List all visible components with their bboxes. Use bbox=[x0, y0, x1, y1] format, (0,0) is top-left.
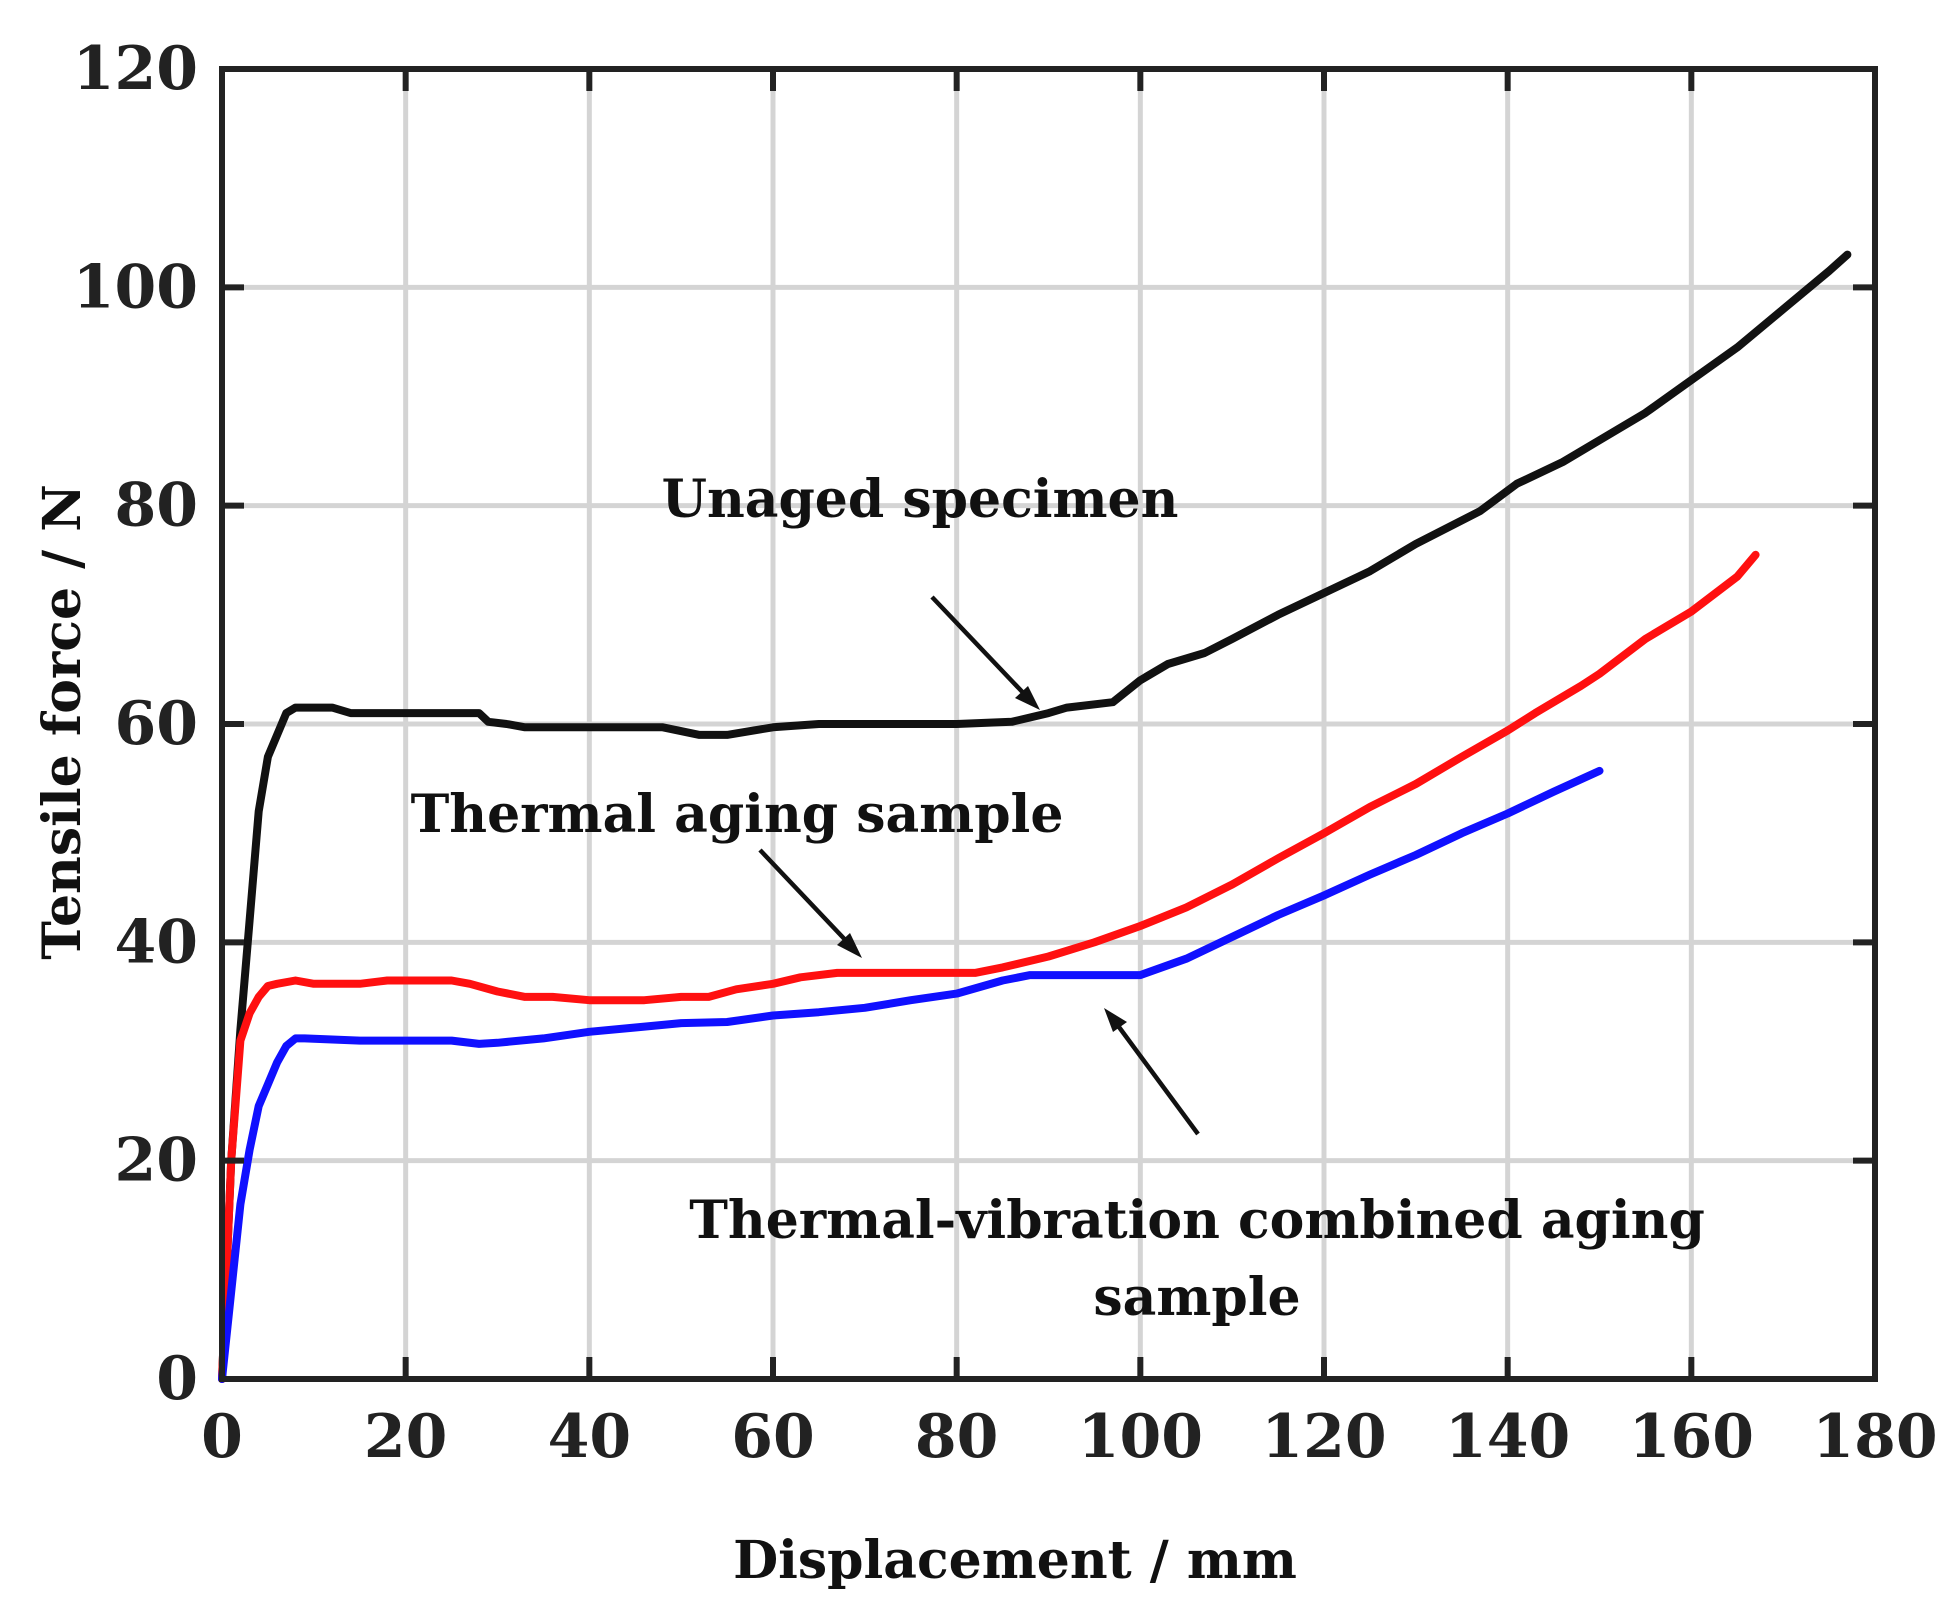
x-tick-label: 80 bbox=[915, 1402, 999, 1472]
series-line-thermal-vibration-combined-aging-sample bbox=[218, 766, 1604, 1383]
y-tick-label: 60 bbox=[115, 689, 199, 759]
y-tick-label: 0 bbox=[156, 1344, 198, 1414]
annotation-unaged-text: Unaged specimen bbox=[662, 469, 1179, 530]
annotation-unaged-arrow-shaft bbox=[930, 595, 1032, 702]
x-tick-label: 120 bbox=[1261, 1402, 1386, 1472]
x-tick-label: 180 bbox=[1812, 1402, 1937, 1472]
y-tick-label: 20 bbox=[115, 1126, 199, 1196]
annotation-thermal-arrowhead bbox=[837, 933, 862, 958]
y-tick-label: 40 bbox=[115, 907, 199, 977]
x-axis-title: Displacement / mm bbox=[733, 1530, 1297, 1591]
axis-ticks bbox=[219, 66, 1878, 1382]
annotation-thermal-arrow-shaft bbox=[758, 848, 854, 949]
annotation-combined-arrow-shaft bbox=[1114, 1021, 1200, 1136]
y-tick-label: 100 bbox=[73, 252, 198, 322]
series-line-thermal-aging-sample bbox=[218, 550, 1760, 1383]
y-tick-label: 80 bbox=[115, 471, 199, 541]
x-tick-label: 160 bbox=[1629, 1402, 1754, 1472]
annotation-combined-arrowhead bbox=[1104, 1008, 1127, 1032]
x-tick-label: 140 bbox=[1445, 1402, 1570, 1472]
annotation-thermal: Thermal aging sample bbox=[411, 784, 1064, 958]
annotation-combined-text-line-2: sample bbox=[1093, 1267, 1300, 1328]
x-tick-label: 40 bbox=[548, 1402, 632, 1472]
annotation-unaged: Unaged specimen bbox=[662, 469, 1179, 710]
annotation-unaged-arrowhead bbox=[1015, 686, 1040, 710]
y-axis-title: Tensile force / N bbox=[32, 484, 93, 960]
x-tick-label: 20 bbox=[364, 1402, 448, 1472]
tick-labels: 0 20 40 60 80 100 120 140 160 180 0 20 40 60 80 100 120 bbox=[73, 34, 1938, 1472]
series-line-unaged-specimen bbox=[218, 250, 1852, 1383]
x-tick-label: 100 bbox=[1078, 1402, 1203, 1472]
annotation-combined: Thermal-vibration combined aging sample bbox=[689, 1008, 1705, 1328]
grid-lines bbox=[222, 69, 1875, 1379]
annotation-thermal-text: Thermal aging sample bbox=[411, 784, 1064, 845]
x-tick-label: 0 bbox=[201, 1402, 243, 1472]
series-lines bbox=[218, 250, 1852, 1383]
x-tick-label: 60 bbox=[731, 1402, 815, 1472]
y-tick-label: 120 bbox=[73, 34, 198, 104]
annotation-combined-text-line-1: Thermal-vibration combined aging bbox=[689, 1190, 1705, 1251]
